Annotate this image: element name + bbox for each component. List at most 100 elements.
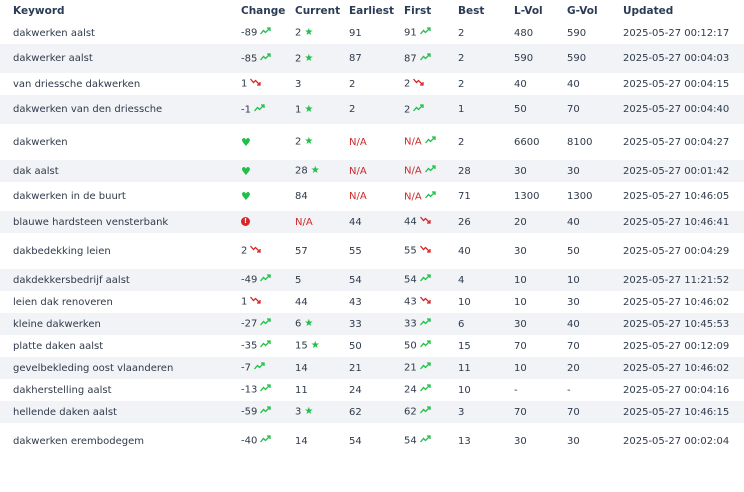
cell-best: 15: [458, 335, 514, 357]
keyword-text[interactable]: van driessche dakwerken: [13, 78, 141, 90]
trend-up-icon: [260, 274, 271, 285]
cell-keyword[interactable]: blauwe hardsteen vensterbank: [0, 211, 241, 233]
keyword-text[interactable]: dakbedekking leien: [13, 245, 111, 257]
cell-lvol: 20: [514, 211, 567, 233]
alert-icon: !: [241, 217, 250, 226]
table-row[interactable]: platte daken aalst -35 15 ★ 50 50 15 70 70 2025-0…: [0, 335, 744, 357]
table-row[interactable]: leien dak renoveren 1 44 43 43 10 10 30 2025-05-…: [0, 291, 744, 313]
lvol-value: 30: [514, 165, 527, 177]
header-lvol[interactable]: L-Vol: [514, 5, 543, 17]
cell-keyword[interactable]: kleine dakwerken: [0, 313, 241, 335]
table-row[interactable]: dakwerken ♥ 2 ★ N/A N/A 2 6600 8100 2025-05-27 00…: [0, 124, 744, 160]
table-row[interactable]: dakdekkersbedrijf aalst -49 5 54 54 4 10 10 2025…: [0, 269, 744, 291]
keyword-text[interactable]: dakdekkersbedrijf aalst: [13, 274, 130, 286]
table-row[interactable]: dak aalst ♥ 28 ★ N/A N/A 28 30 30 2025-05-27 00:0…: [0, 160, 744, 182]
first-value: 54: [404, 435, 417, 447]
gvol-value: 10: [567, 274, 580, 286]
cell-keyword[interactable]: dakwerken: [0, 124, 241, 160]
cell-keyword[interactable]: platte daken aalst: [0, 335, 241, 357]
cell-first: 62: [404, 401, 458, 423]
cell-keyword[interactable]: dakbedekking leien: [0, 233, 241, 269]
updated-value: 2025-05-27 10:46:05: [623, 191, 730, 202]
table-row[interactable]: blauwe hardsteen vensterbank! N/A 44 44 26 20…: [0, 211, 744, 233]
cell-keyword[interactable]: hellende daken aalst: [0, 401, 241, 423]
cell-keyword[interactable]: dakherstelling aalst: [0, 379, 241, 401]
current-value: 2: [295, 136, 302, 148]
cell-updated: 2025-05-27 11:21:52: [623, 269, 744, 291]
keyword-text[interactable]: dakwerken aalst: [13, 27, 95, 39]
cell-lvol: 30: [514, 233, 567, 269]
updated-value: 2025-05-27 10:46:41: [623, 216, 730, 228]
keyword-text[interactable]: dakwerken in de buurt: [13, 191, 126, 202]
table-row[interactable]: dakbedekking leien 2 57 55 55 40 30 50 2025-05-2…: [0, 233, 744, 269]
cell-gvol: 30: [567, 160, 623, 182]
header-current[interactable]: Current: [295, 5, 341, 17]
table-row[interactable]: dakwerker aalst -85 2 ★ 87 87 2 590 590 2025-05-2…: [0, 44, 744, 73]
best-value: 71: [458, 191, 471, 202]
trend-down-icon: [419, 216, 431, 227]
cell-gvol: 50: [567, 233, 623, 269]
trend-up-icon: [413, 104, 425, 115]
cell-change: 1: [241, 73, 295, 95]
cell-keyword[interactable]: dak aalst: [0, 160, 241, 182]
keyword-text[interactable]: kleine dakwerken: [13, 318, 101, 330]
header-first[interactable]: First: [404, 5, 432, 17]
cell-updated: 2025-05-27 00:04:27: [623, 124, 744, 160]
header-earliest[interactable]: Earliest: [349, 5, 395, 17]
star-icon: ★: [304, 103, 314, 115]
header-gvol[interactable]: G-Vol: [567, 5, 598, 17]
lvol-value: 30: [514, 435, 527, 447]
header-change[interactable]: Change: [241, 5, 286, 17]
cell-keyword[interactable]: gevelbekleding oost vlaanderen: [0, 357, 241, 379]
header-updated[interactable]: Updated: [623, 5, 674, 17]
table-row[interactable]: hellende daken aalst -59 3 ★ 62 62 3 70 70 2025-0…: [0, 401, 744, 423]
table-row[interactable]: dakwerken in de buurt ♥ 84 N/A N/A 71 1300 1300…: [0, 182, 744, 211]
cell-first: 33: [404, 313, 458, 335]
cell-keyword[interactable]: dakwerken aalst: [0, 22, 241, 44]
cell-keyword[interactable]: van driessche dakwerken: [0, 73, 241, 95]
cell-change: !: [241, 211, 295, 233]
keyword-text[interactable]: blauwe hardsteen vensterbank: [13, 216, 169, 228]
header-best[interactable]: Best: [458, 5, 485, 17]
keyword-text[interactable]: platte daken aalst: [13, 340, 104, 352]
cell-keyword[interactable]: dakdekkersbedrijf aalst: [0, 269, 241, 291]
keyword-text[interactable]: dakwerken: [13, 136, 68, 148]
cell-keyword[interactable]: dakwerken in de buurt: [0, 182, 241, 211]
first-value: 44: [404, 216, 417, 228]
lvol-value: 40: [514, 78, 527, 90]
keyword-text[interactable]: hellende daken aalst: [13, 406, 117, 418]
cell-best: 2: [458, 22, 514, 44]
cell-keyword[interactable]: dakwerker aalst: [0, 44, 241, 73]
keyword-text[interactable]: dakwerken erembodegem: [13, 435, 144, 447]
table-row[interactable]: dakwerken van den driessche -1 1 ★ 2 2 1 50 70 20…: [0, 95, 744, 124]
lvol-value: 480: [514, 27, 534, 39]
table-row[interactable]: kleine dakwerken -27 6 ★ 33 33 6 30 40 2025-05-27…: [0, 313, 744, 335]
table-row[interactable]: dakwerken erembodegem -40 14 54 54 13 30 30 2025…: [0, 423, 744, 459]
cell-keyword[interactable]: leien dak renoveren: [0, 291, 241, 313]
cell-keyword[interactable]: dakwerken erembodegem: [0, 423, 241, 459]
table-row[interactable]: dakwerken aalst -89 2 ★ 91 91 2 480 590 2025-05-2…: [0, 22, 744, 44]
updated-value: 2025-05-27 00:12:17: [623, 27, 730, 39]
keyword-text[interactable]: dakherstelling aalst: [13, 384, 112, 396]
table-row[interactable]: gevelbekleding oost vlaanderen -7 14 21 21 11…: [0, 357, 744, 379]
cell-keyword[interactable]: dakwerken van den driessche: [0, 95, 241, 124]
cell-current: 57: [295, 233, 349, 269]
cell-change: -1: [241, 95, 295, 124]
cell-gvol: 40: [567, 211, 623, 233]
table-row[interactable]: dakherstelling aalst -13 11 24 24 10 - - 2025-05…: [0, 379, 744, 401]
header-keyword[interactable]: Keyword: [13, 5, 65, 17]
cell-gvol: 30: [567, 423, 623, 459]
keyword-text[interactable]: dak aalst: [13, 165, 59, 177]
keyword-text[interactable]: gevelbekleding oost vlaanderen: [13, 362, 174, 374]
earliest-value: 2: [349, 104, 356, 115]
keyword-text[interactable]: leien dak renoveren: [13, 296, 113, 308]
table-row[interactable]: van driessche dakwerken 1 3 2 2 2 40 40 2025-05-…: [0, 73, 744, 95]
first-value: 21: [404, 362, 417, 374]
cell-best: 10: [458, 291, 514, 313]
cell-updated: 2025-05-27 00:12:17: [623, 22, 744, 44]
keyword-text[interactable]: dakwerker aalst: [13, 53, 93, 64]
trend-up-icon: [260, 340, 271, 351]
cell-current: 14: [295, 357, 349, 379]
keyword-text[interactable]: dakwerken van den driessche: [13, 104, 163, 115]
earliest-value: N/A: [349, 165, 367, 177]
